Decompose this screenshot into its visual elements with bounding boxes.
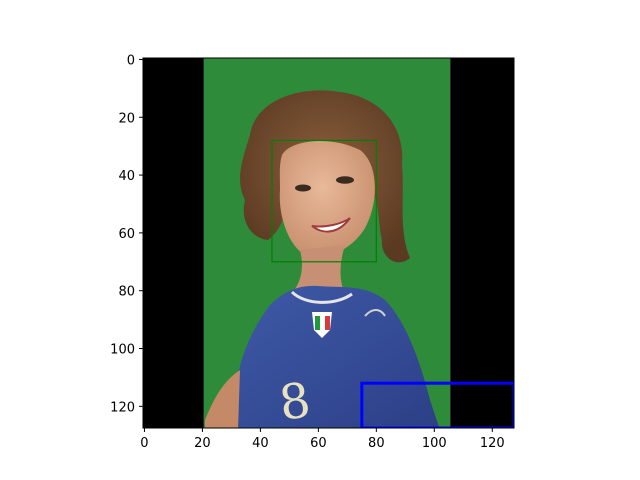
x-tick-label: 80 xyxy=(368,436,385,451)
watermark-box xyxy=(360,381,514,428)
x-tick-label: 0 xyxy=(140,436,148,451)
y-tick-label: 80 xyxy=(118,285,135,300)
smile xyxy=(311,217,351,233)
shoulder xyxy=(205,370,240,428)
face-box xyxy=(271,139,377,263)
right-padding xyxy=(450,58,514,428)
y-tick-label: 60 xyxy=(118,227,135,242)
x-tick-label: 120 xyxy=(480,436,505,451)
y-tick-label: 100 xyxy=(110,343,135,358)
right-eye xyxy=(336,176,354,184)
x-tick-label: 20 xyxy=(194,436,211,451)
x-tick-label: 100 xyxy=(422,436,447,451)
left-eye xyxy=(295,184,311,192)
left-padding xyxy=(143,58,204,428)
portrait-photo: 8 xyxy=(205,90,440,428)
team-crest xyxy=(312,312,332,338)
neck xyxy=(290,245,345,295)
x-tick-label: 40 xyxy=(252,436,269,451)
y-tick-label: 120 xyxy=(110,400,135,415)
axes-frame xyxy=(142,57,515,429)
x-tick-label: 60 xyxy=(310,436,327,451)
y-tick-label: 0 xyxy=(127,53,135,68)
painted-shirt xyxy=(230,285,440,428)
y-tick-label: 20 xyxy=(118,111,135,126)
y-tick-label: 40 xyxy=(118,169,135,184)
brand-logo xyxy=(364,309,386,317)
collar xyxy=(290,290,353,304)
face xyxy=(279,140,375,257)
